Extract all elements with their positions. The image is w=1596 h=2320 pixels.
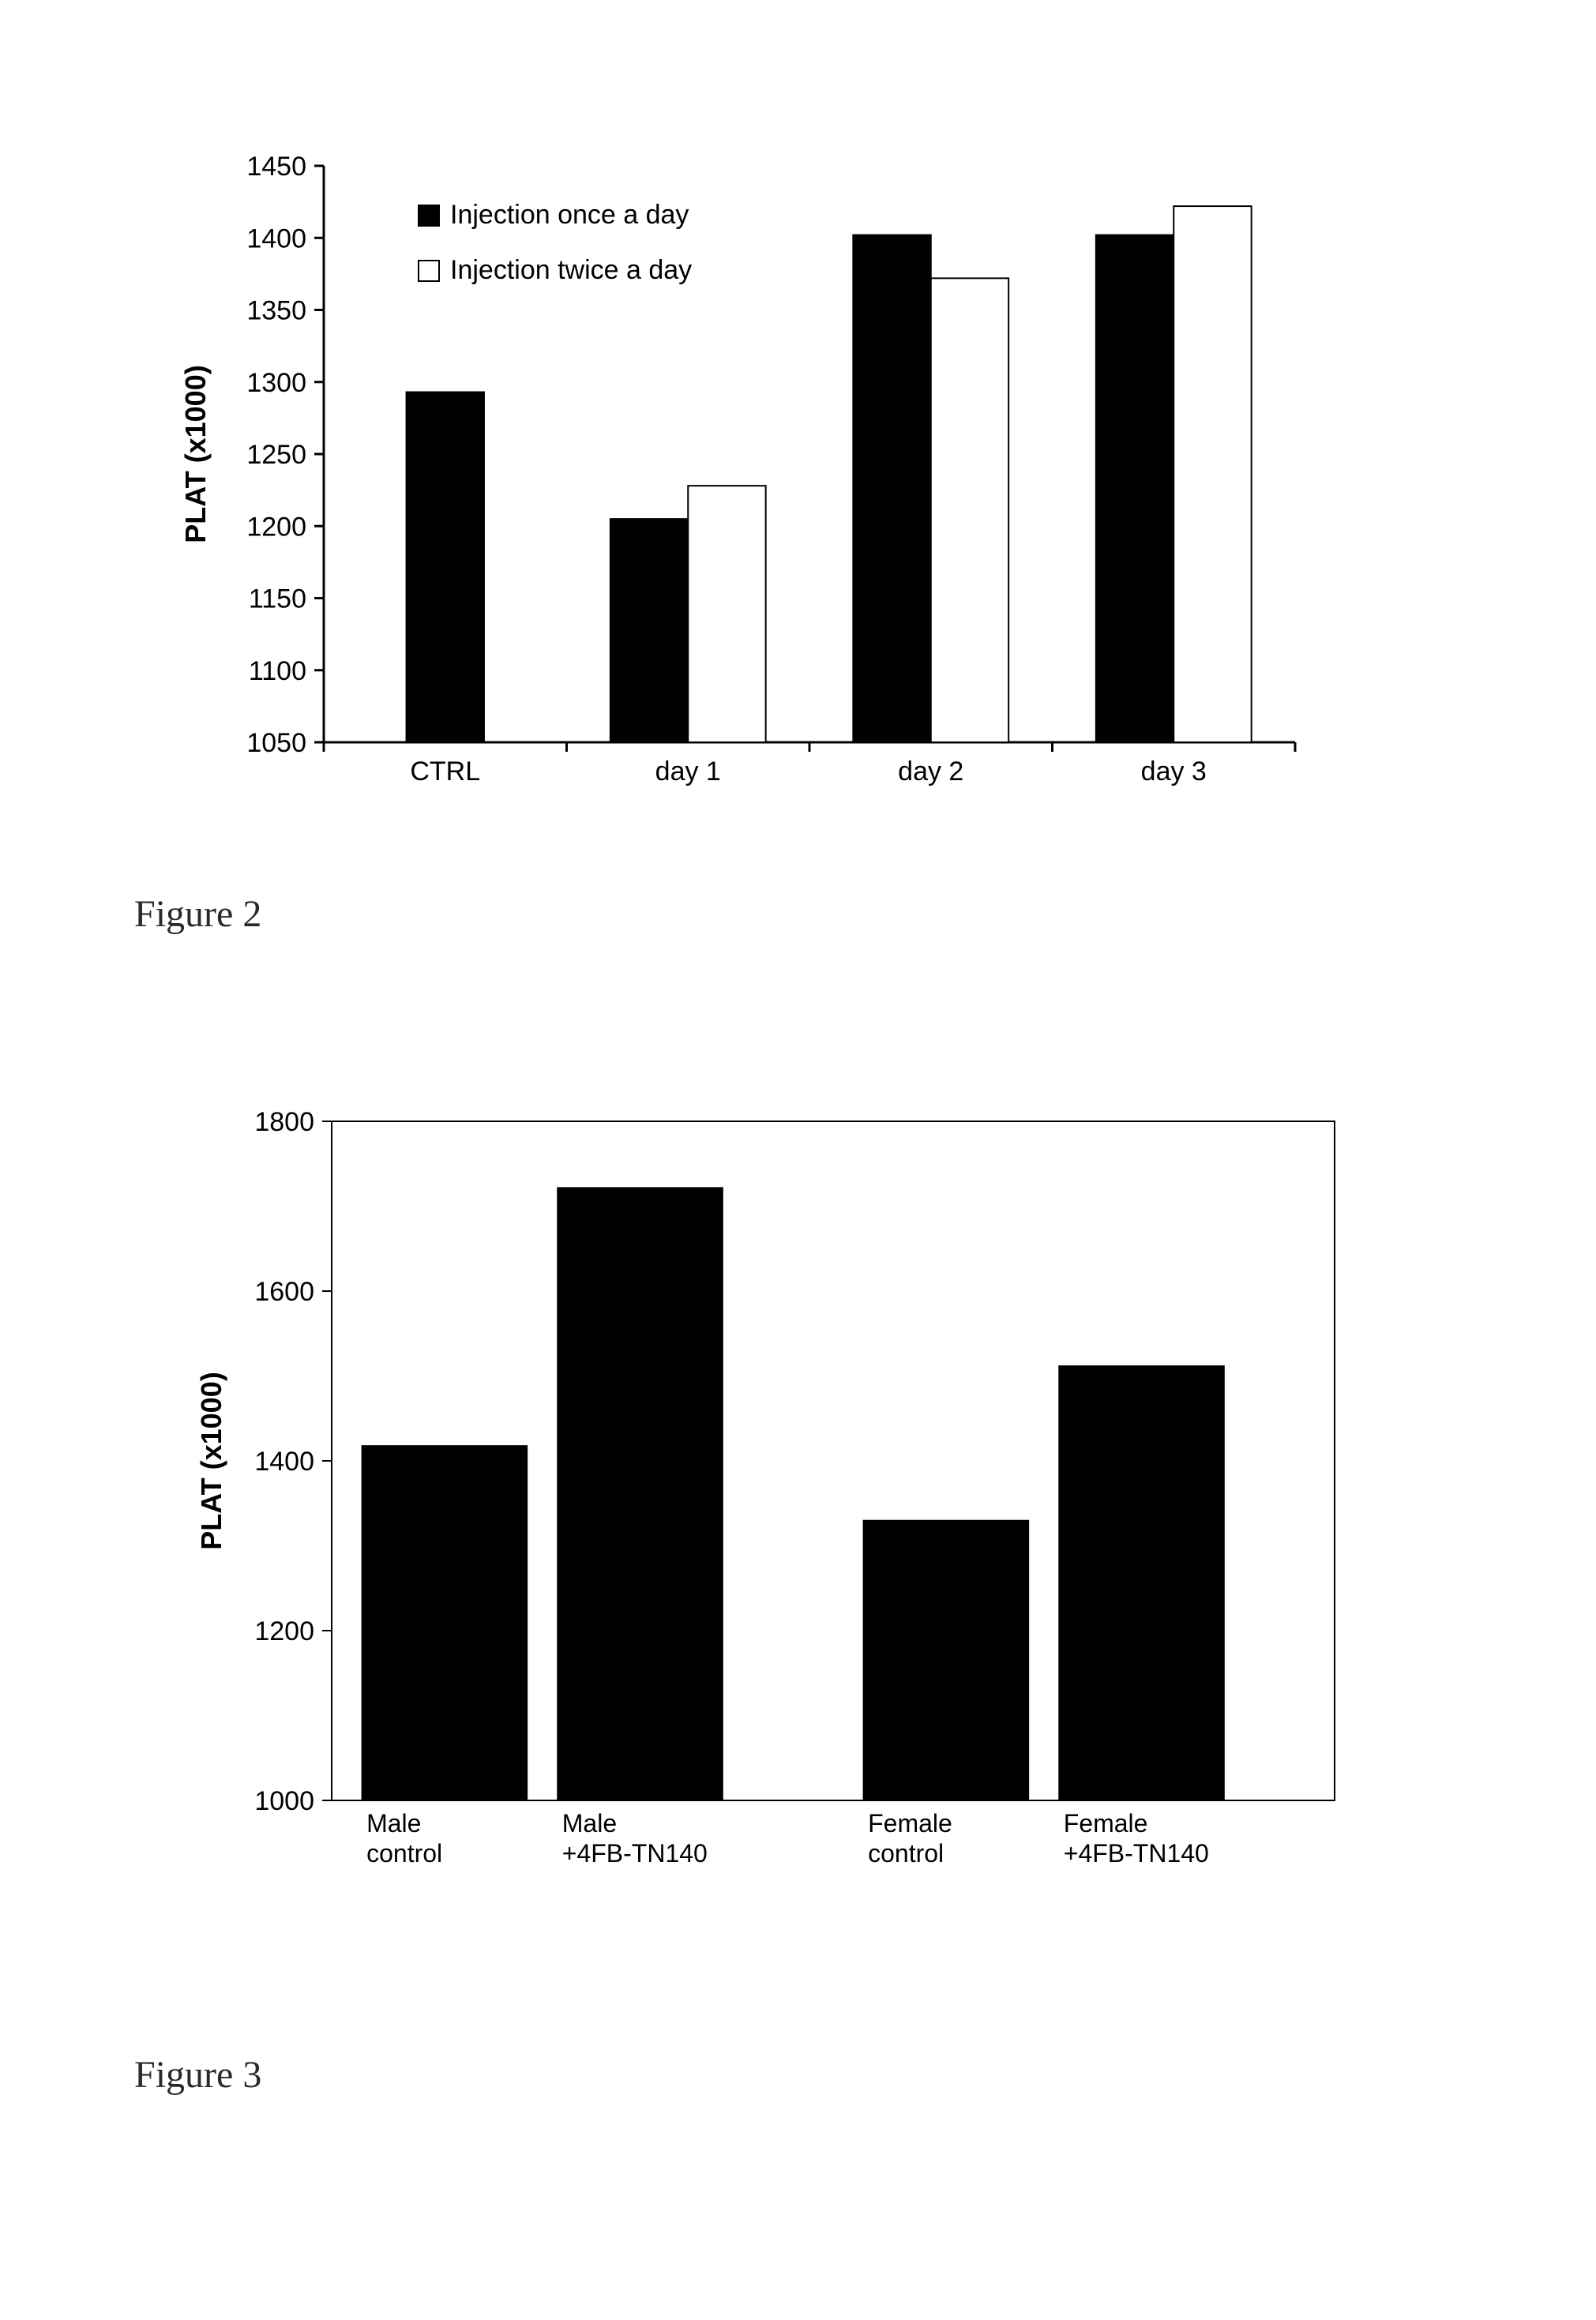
- bar: [1059, 1366, 1225, 1800]
- x-tick-label: Female: [1064, 1809, 1148, 1838]
- bar: [362, 1446, 528, 1800]
- y-tick-label: 1400: [254, 1447, 314, 1477]
- x-tick-label: day 3: [1141, 756, 1207, 786]
- y-tick-label: 1000: [254, 1786, 314, 1816]
- page: 1050 1100 1150 1200 1250 1300 1350 1400 1450 PLAT…: [0, 0, 1596, 2320]
- y-tick-label: 1300: [246, 368, 306, 398]
- figure-2-chart: 1050 1100 1150 1200 1250 1300 1350 1400 1450 PLAT…: [166, 150, 1319, 798]
- x-tick-label: +4FB-TN140: [562, 1839, 708, 1868]
- x-tick-label: Female: [868, 1809, 952, 1838]
- y-tick-label: 1200: [254, 1616, 314, 1646]
- x-tick-label: day 1: [655, 756, 721, 786]
- figure-3-caption: Figure 3: [134, 2053, 261, 2097]
- y-tick-label: 1100: [249, 656, 306, 686]
- bar: [1174, 206, 1251, 742]
- y-tick-label: 1350: [246, 296, 306, 326]
- x-tick-label: Male: [366, 1809, 421, 1838]
- figure-2-block: 1050 1100 1150 1200 1250 1300 1350 1400 1450 PLAT…: [166, 150, 1319, 798]
- bar: [931, 278, 1008, 742]
- legend-swatch: [419, 205, 439, 226]
- x-tick-label: day 2: [898, 756, 963, 786]
- bar: [853, 235, 930, 742]
- y-tick-label: 1600: [254, 1277, 314, 1307]
- bar: [558, 1188, 723, 1800]
- y-tick-label: 1800: [254, 1107, 314, 1137]
- y-tick-label: 1150: [249, 584, 306, 614]
- x-tick-label: control: [868, 1839, 944, 1868]
- x-tick-label: Male: [562, 1809, 617, 1838]
- bar: [407, 392, 484, 742]
- y-tick-label: 1200: [246, 512, 306, 542]
- bar: [1096, 235, 1174, 742]
- x-tick-label: CTRL: [410, 756, 480, 786]
- y-axis-label: PLAT (x1000): [179, 365, 212, 542]
- figure-3-block: 10001200140016001800PLAT (x1000)Malecont…: [182, 1106, 1350, 1903]
- figure-2-caption: Figure 2: [134, 892, 261, 936]
- y-tick-label: 1250: [246, 440, 306, 470]
- legend-label: Injection once a day: [450, 200, 689, 230]
- figure-3-chart: 10001200140016001800PLAT (x1000)Malecont…: [182, 1106, 1350, 1903]
- bar: [688, 486, 765, 742]
- x-tick-label: control: [366, 1839, 442, 1868]
- y-axis-label: PLAT (x1000): [195, 1372, 227, 1549]
- y-tick-label: 1050: [246, 728, 306, 758]
- bar: [610, 519, 688, 742]
- legend-label: Injection twice a day: [450, 255, 692, 285]
- legend-swatch: [419, 261, 439, 281]
- bar: [863, 1520, 1029, 1800]
- y-tick-label: 1450: [246, 152, 306, 182]
- x-tick-label: +4FB-TN140: [1064, 1839, 1209, 1868]
- y-tick-label: 1400: [246, 223, 306, 253]
